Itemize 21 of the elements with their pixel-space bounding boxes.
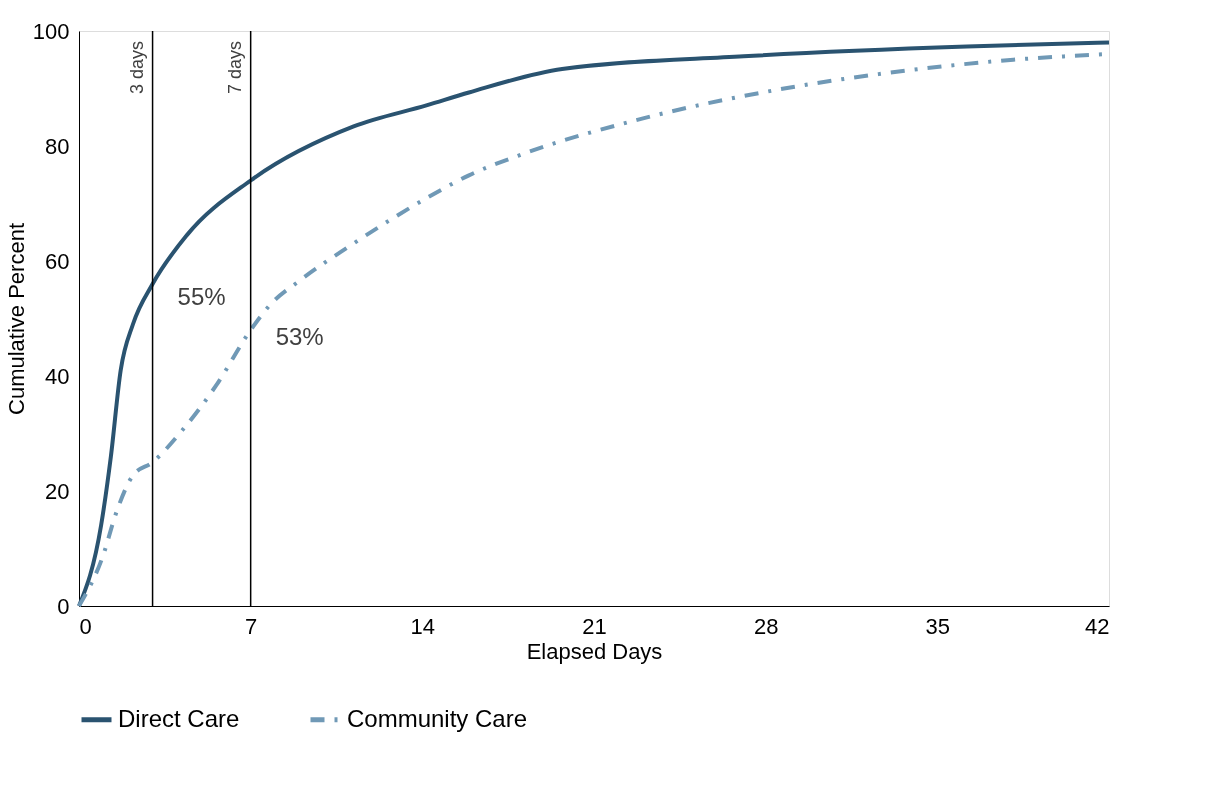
ref-line-label: 3 days: [126, 41, 147, 95]
y-tick-label: 80: [45, 133, 70, 159]
x-tick-label: 7: [245, 613, 258, 639]
y-tick-label: 60: [45, 248, 70, 274]
legend-label: Direct Care: [118, 704, 240, 732]
x-tick-label: 0: [79, 613, 92, 639]
y-tick-label: 40: [45, 363, 70, 389]
legend-label: Community Care: [347, 704, 528, 732]
y-tick-label: 100: [32, 18, 70, 44]
x-tick-label: 28: [753, 613, 779, 639]
y-tick-label: 0: [57, 593, 70, 619]
x-tick-label: 14: [410, 613, 436, 639]
annotation: 55%: [177, 282, 226, 310]
x-tick-label: 21: [582, 613, 607, 639]
annotation: 53%: [275, 323, 324, 350]
ref-line-label: 7 days: [224, 41, 245, 95]
x-axis-title: Elapsed Days: [526, 638, 663, 664]
x-tick-label: 42: [1085, 613, 1110, 639]
y-tick-label: 20: [45, 478, 70, 504]
y-axis-title: Cumulative Percent: [3, 223, 29, 415]
x-tick-label: 35: [925, 613, 951, 639]
